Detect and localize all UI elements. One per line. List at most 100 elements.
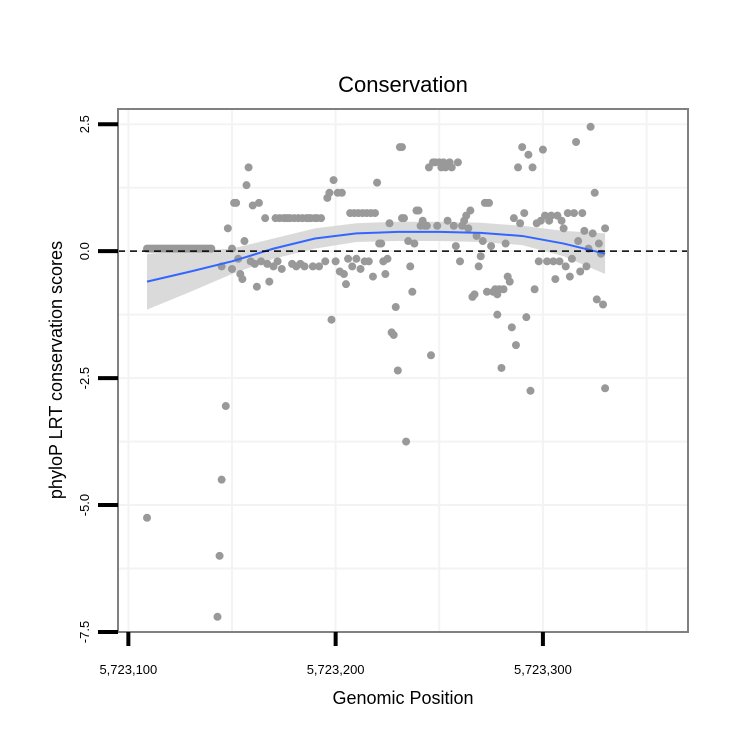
data-point	[339, 270, 348, 279]
data-point	[391, 303, 400, 312]
data-point	[578, 209, 587, 218]
data-point	[321, 257, 330, 266]
data-point	[402, 437, 411, 446]
data-point	[497, 363, 506, 372]
data-point	[404, 237, 413, 246]
data-point	[516, 219, 525, 228]
data-point	[381, 270, 390, 279]
data-point	[348, 262, 357, 271]
data-point	[599, 300, 608, 309]
chart-title: Conservation	[338, 72, 468, 97]
data-point	[526, 386, 535, 395]
data-point	[315, 262, 324, 271]
data-point	[443, 216, 452, 225]
data-point	[557, 216, 566, 225]
data-point	[563, 209, 572, 218]
data-point	[505, 277, 514, 286]
data-point	[543, 257, 552, 266]
data-point	[565, 272, 574, 281]
data-point	[393, 366, 402, 375]
data-point	[453, 158, 462, 167]
data-point	[248, 201, 257, 210]
data-point	[406, 262, 415, 271]
data-point	[215, 551, 224, 560]
data-point	[342, 280, 350, 289]
data-point	[487, 242, 496, 251]
data-point	[371, 209, 380, 218]
data-point	[373, 178, 382, 187]
data-point	[265, 277, 274, 286]
data-point	[601, 384, 610, 393]
data-point	[213, 612, 222, 621]
data-point	[547, 211, 556, 220]
data-point	[524, 150, 533, 159]
data-point	[356, 264, 365, 273]
data-point	[368, 272, 377, 281]
data-point	[586, 122, 595, 131]
data-point	[572, 138, 581, 147]
data-point	[520, 209, 529, 218]
data-point	[478, 237, 487, 246]
data-point	[329, 176, 338, 185]
data-point	[352, 254, 361, 263]
data-point	[240, 237, 249, 246]
data-point	[551, 275, 560, 284]
panel-border	[117, 108, 689, 633]
data-point	[389, 330, 398, 339]
data-point	[576, 267, 585, 276]
data-point	[414, 206, 423, 215]
data-point	[261, 214, 270, 223]
data-point	[549, 257, 558, 266]
data-point	[509, 214, 518, 223]
data-point	[277, 264, 286, 273]
smooth-line-layer	[146, 230, 606, 283]
data-point	[530, 285, 539, 294]
data-point	[501, 239, 510, 248]
data-point	[466, 206, 475, 215]
confidence-ribbon	[147, 221, 606, 310]
data-point	[464, 224, 473, 233]
data-point	[397, 143, 406, 152]
y-tick-label: -2.5	[77, 367, 92, 389]
data-point	[337, 188, 346, 197]
data-point	[383, 254, 392, 263]
data-point	[344, 254, 353, 263]
data-point	[223, 224, 232, 233]
data-point	[499, 285, 508, 294]
data-point	[273, 257, 282, 266]
data-point	[470, 290, 479, 299]
data-point	[574, 237, 583, 246]
data-point	[570, 209, 578, 218]
data-point	[400, 214, 409, 223]
data-point	[217, 475, 226, 484]
data-point	[451, 242, 460, 251]
data-point	[592, 295, 601, 304]
data-point	[474, 262, 483, 271]
data-point	[377, 239, 386, 248]
data-point	[257, 257, 266, 266]
data-point	[561, 262, 570, 271]
y-tick-label: 0.0	[77, 242, 92, 260]
x-tick-label: 5,723,300	[514, 662, 572, 677]
data-point	[385, 219, 394, 228]
data-point	[408, 287, 417, 296]
y-axis-label: phyloP LRT conservation scores	[46, 241, 66, 499]
data-point	[300, 262, 309, 271]
data-point	[308, 262, 317, 271]
data-point	[238, 275, 247, 284]
data-point	[433, 221, 442, 230]
data-point	[228, 264, 236, 273]
data-point	[590, 188, 599, 197]
data-point	[580, 226, 589, 235]
data-point	[555, 257, 564, 266]
y-tick-label: -7.5	[77, 621, 92, 643]
confidence-ribbon-layer	[147, 221, 606, 310]
data-point	[559, 224, 568, 233]
points-layer	[143, 122, 610, 621]
data-point	[567, 254, 576, 263]
data-point	[254, 198, 263, 207]
data-point	[232, 198, 241, 207]
y-axis-ticks: 2.5 0.0 -2.5 -5.0 -7.5	[77, 115, 118, 643]
y-tick-label: 2.5	[77, 115, 92, 133]
